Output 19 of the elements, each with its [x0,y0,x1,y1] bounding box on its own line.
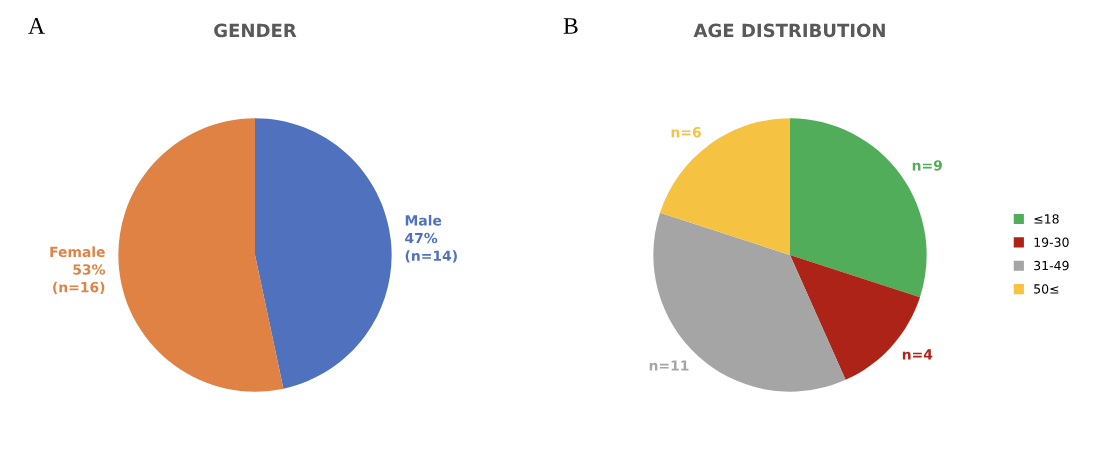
chart-title: AGE DISTRIBUTION [693,23,885,38]
data-label: 53% (n=16) [53,264,106,295]
legend-label: 50≤ [1034,284,1059,294]
slice-label: Female [50,246,105,258]
chart-title: GENDER [214,23,297,38]
legend-label: 31-49 [1034,260,1069,271]
text: A [28,18,45,34]
data-label: 47% (n=14) [405,232,457,263]
data-label: n=9 [912,160,942,171]
data-label: n=4 [902,349,933,360]
data-label: n=6 [671,126,701,138]
pie-slice [118,118,284,392]
legend-label: 19-30 [1034,237,1069,247]
slice-label: Male [405,214,442,226]
data-label: n=11 [649,360,689,371]
pie-slice [255,118,392,389]
pie-slice [660,118,790,255]
text: B [563,18,578,34]
legend-label: ≤18 [1034,214,1059,224]
